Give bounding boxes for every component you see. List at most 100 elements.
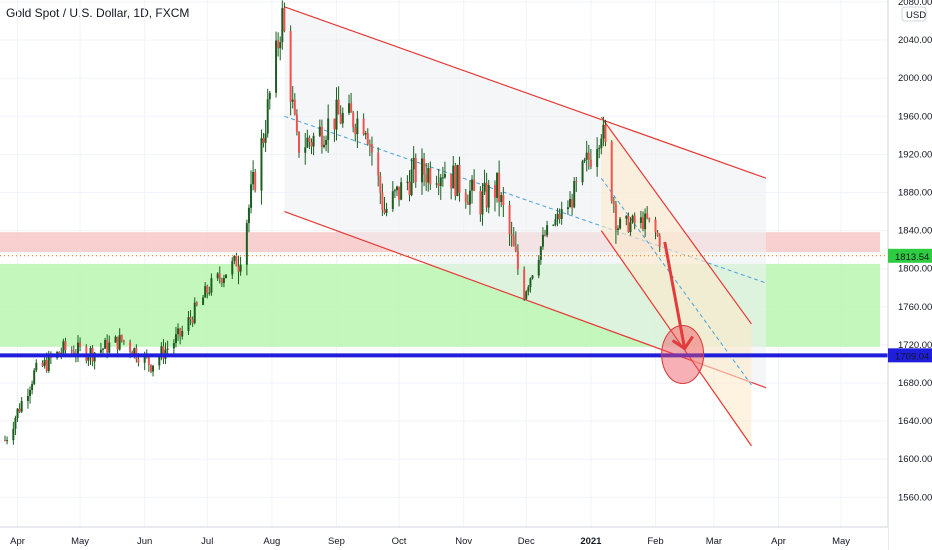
candle-body [31,383,34,390]
candle-body [523,269,526,299]
candle-body [310,142,313,147]
candle-body [398,186,401,200]
candle-body [120,334,123,341]
candle-body [14,417,17,429]
candle-body [133,348,136,356]
candle-body [466,201,469,205]
time-tick-label: Apr [771,536,786,547]
candle-body [569,198,572,208]
candle-body [189,317,192,320]
small-channel-lower [600,230,752,447]
candle-body [531,275,534,279]
candle-body [195,302,198,305]
price-tick-label: 1600.00 [898,454,932,465]
candle-body [293,99,296,115]
candle-body [423,158,426,175]
candle-body [391,191,394,209]
candle-body [308,137,311,143]
candle-body [162,346,165,359]
candle-body [33,370,36,384]
candle-body [393,190,396,192]
candle-body [487,184,490,208]
candle-body [172,343,175,349]
candle-body [306,137,309,148]
candle-body [362,118,365,135]
candle-body [222,278,225,284]
time-tick-label: Mar [706,536,722,547]
candle-body [250,184,253,208]
candle-body [118,334,121,350]
candle-body [325,140,328,145]
candle-body [366,133,369,145]
candle-body [516,250,519,270]
candle-body [179,328,182,337]
target-circle [661,325,705,385]
candle-body [104,339,107,349]
candle-body [220,279,223,284]
candle-body [218,273,221,280]
candle-body [412,157,415,170]
time-axis-bg [0,527,888,550]
price-tick-label: 1640.00 [898,416,932,427]
candle-body [370,144,373,153]
candle-body [510,234,513,236]
channel-drawings [284,6,767,447]
candle-body [323,144,326,147]
candle-body [552,224,555,226]
candle-body [471,179,474,191]
candle-body [627,215,630,233]
candle-body [612,200,615,205]
support-level-label: 1709.04 [895,351,929,362]
candle-body [275,40,278,93]
candle-body [239,264,242,272]
candle-body [644,213,647,230]
candle-body [654,219,657,233]
candle-body [379,175,382,193]
candle-body [348,103,351,113]
candle-body [381,192,384,210]
candle-body [646,213,649,218]
candle-body [616,228,619,230]
candle-body [254,171,257,191]
candle-body [106,339,109,353]
candle-body [529,278,532,288]
candle-body [327,118,330,141]
candle-body [414,157,417,183]
candle-body [485,182,488,208]
candle-body [279,42,282,49]
candle-body [45,359,48,371]
candle-body [573,181,576,208]
candle-body [341,112,344,124]
candle-body [26,395,29,401]
candle-body [47,354,50,371]
candle-body [585,152,588,160]
candle-body [291,99,294,102]
candle-body [452,165,455,189]
candle-body [658,235,661,247]
price-tick-label: 2040.00 [898,35,932,46]
candle-body [191,319,194,324]
candle-body [225,274,228,279]
candle-body [350,103,353,113]
candle-body [583,159,586,162]
candle-body [20,400,23,412]
candle-body [202,297,205,305]
candle-body [187,317,190,331]
candle-body [581,161,584,183]
candle-body [566,207,569,209]
candle-body [508,205,511,235]
candle-body [625,215,628,219]
candle-body [400,182,403,200]
candle-body [441,177,444,179]
candle-body [245,223,248,265]
candle-body [304,147,307,153]
candle-body [610,141,613,201]
candle-body [147,356,150,365]
candle-body [58,351,61,354]
candle-body [356,118,359,135]
candle-body [264,133,267,143]
candle-body [377,152,380,176]
price-tick-label: 1720.00 [898,340,932,351]
currency-badge [901,6,927,22]
